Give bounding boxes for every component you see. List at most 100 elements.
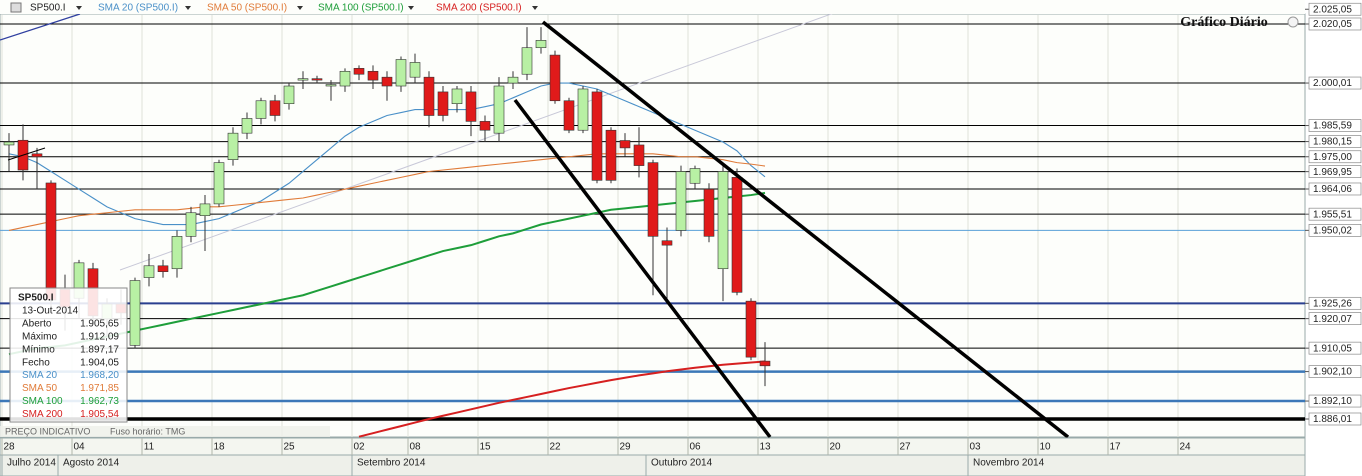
- y-tick-box: [1308, 150, 1362, 164]
- candle-body: [157, 265, 169, 272]
- y-axis: 2.025,05 2.020,05 2.000,01 1.985,59 1.980,15…: [1305, 2, 1362, 426]
- candle-body: [535, 40, 547, 49]
- candle-body: [675, 171, 687, 231]
- info-value: 1.912,09: [80, 332, 119, 343]
- candle-body: [605, 129, 617, 181]
- legend-entry[interactable]: SMA 200 (SP500.I): [436, 3, 522, 14]
- info-label: SMA 100: [22, 396, 63, 407]
- info-value: 1.971,85: [80, 383, 119, 394]
- y-tick-label: 2.000,01: [1313, 78, 1352, 89]
- x-tick-label: 28: [3, 442, 15, 453]
- info-value: 1.904,05: [80, 357, 119, 368]
- y-tick-box: [1308, 2, 1362, 16]
- trend-line: [513, 98, 772, 439]
- legend-entry[interactable]: SMA 20 (SP500.I): [98, 3, 178, 14]
- trend-line: [541, 20, 1070, 439]
- x-tick-label: 25: [283, 442, 295, 453]
- legend-dropdown[interactable]: [532, 6, 538, 10]
- legend-dropdown[interactable]: [76, 6, 82, 10]
- candle-body: [283, 85, 295, 105]
- price-note: PREÇO INDICATIVO: [5, 426, 90, 436]
- candle-body: [297, 78, 309, 81]
- info-label: SMA 20: [22, 370, 57, 381]
- candle-body: [171, 236, 183, 270]
- y-tick-box: [1308, 394, 1362, 408]
- legend-dropdown[interactable]: [185, 6, 191, 10]
- candle-body: [591, 91, 603, 181]
- candle-body: [353, 68, 365, 75]
- y-tick-label: 1.910,05: [1313, 343, 1352, 354]
- legend-dropdown[interactable]: [408, 6, 414, 10]
- info-value: 1.968,20: [80, 370, 119, 381]
- x-tick-label: 20: [829, 442, 841, 453]
- y-tick-label: 2.025,05: [1313, 4, 1352, 15]
- y-tick-label: 1.886,01: [1313, 414, 1352, 425]
- legend-bar: [0, 0, 1305, 14]
- y-tick-label: 1.975,00: [1313, 152, 1352, 163]
- marks: [3, 27, 771, 438]
- candle-body: [31, 153, 43, 158]
- month-label: Outubro 2014: [651, 458, 713, 469]
- chart-icon[interactable]: [10, 2, 22, 13]
- legend-entry[interactable]: SMA 50 (SP500.I): [207, 3, 287, 14]
- y-tick-box: [1308, 412, 1362, 426]
- candle-body: [227, 132, 239, 160]
- info-label: Máximo: [22, 332, 57, 343]
- candle-body: [325, 84, 337, 87]
- x-tick-label: 29: [619, 442, 631, 453]
- candle-body: [213, 162, 225, 205]
- legend-dropdown[interactable]: [297, 6, 303, 10]
- candle-body: [45, 182, 57, 301]
- month-axis: [0, 454, 1306, 476]
- y-tick-box: [1308, 341, 1362, 355]
- candle-body: [759, 360, 771, 367]
- candle-body: [689, 168, 701, 184]
- candle-body: [577, 88, 589, 131]
- x-tick-label: 11: [144, 442, 155, 453]
- candle-body: [185, 212, 197, 237]
- info-label: SMA 200: [22, 409, 63, 420]
- y-tick-box: [1308, 76, 1362, 90]
- candle-body: [633, 144, 645, 166]
- candle-body: [465, 91, 477, 122]
- x-tick-label: 02: [353, 442, 365, 453]
- drawing-line: [119, 0, 871, 271]
- clock-icon[interactable]: [1287, 16, 1299, 28]
- info-label: Aberto: [22, 319, 52, 330]
- info-label: SMA 50: [22, 383, 57, 394]
- candle-body: [3, 141, 15, 146]
- info-box-frame: [9, 287, 128, 423]
- candle-body: [269, 100, 281, 116]
- drawing-line: [0, 13, 81, 41]
- footer-bar: [0, 426, 330, 437]
- x-tick-label: 08: [409, 442, 421, 453]
- legend-entry[interactable]: SMA 100 (SP500.I): [318, 3, 404, 14]
- sma-line: [358, 360, 766, 438]
- info-value: 1.905,65: [80, 319, 119, 330]
- candle-body: [731, 177, 743, 293]
- y-tick-box: [1308, 17, 1362, 31]
- candle-body: [409, 62, 421, 78]
- y-tick-label: 1.920,07: [1313, 314, 1352, 325]
- candle-body: [647, 162, 659, 237]
- info-label: Mínimo: [22, 344, 55, 355]
- candle-body: [493, 85, 505, 134]
- y-tick-label: 1.964,06: [1313, 184, 1352, 195]
- y-tick-box: [1308, 135, 1362, 148]
- candle-body: [717, 171, 729, 270]
- candle-body: [241, 118, 253, 134]
- candle-body: [255, 100, 267, 119]
- y-tick-label: 1.892,10: [1313, 396, 1352, 407]
- x-tick-label: 10: [1039, 442, 1051, 453]
- x-tick-label: 18: [213, 442, 225, 453]
- y-tick-box: [1308, 207, 1362, 221]
- x-tick-label: 27: [899, 442, 911, 453]
- y-tick-box: [1308, 119, 1362, 132]
- info-value: 1.905,54: [80, 409, 119, 420]
- candle-body: [339, 70, 351, 87]
- info-label: Fecho: [22, 357, 50, 368]
- candle-body: [507, 76, 519, 84]
- candle-body: [563, 100, 575, 131]
- month-label: Novembro 2014: [973, 458, 1045, 469]
